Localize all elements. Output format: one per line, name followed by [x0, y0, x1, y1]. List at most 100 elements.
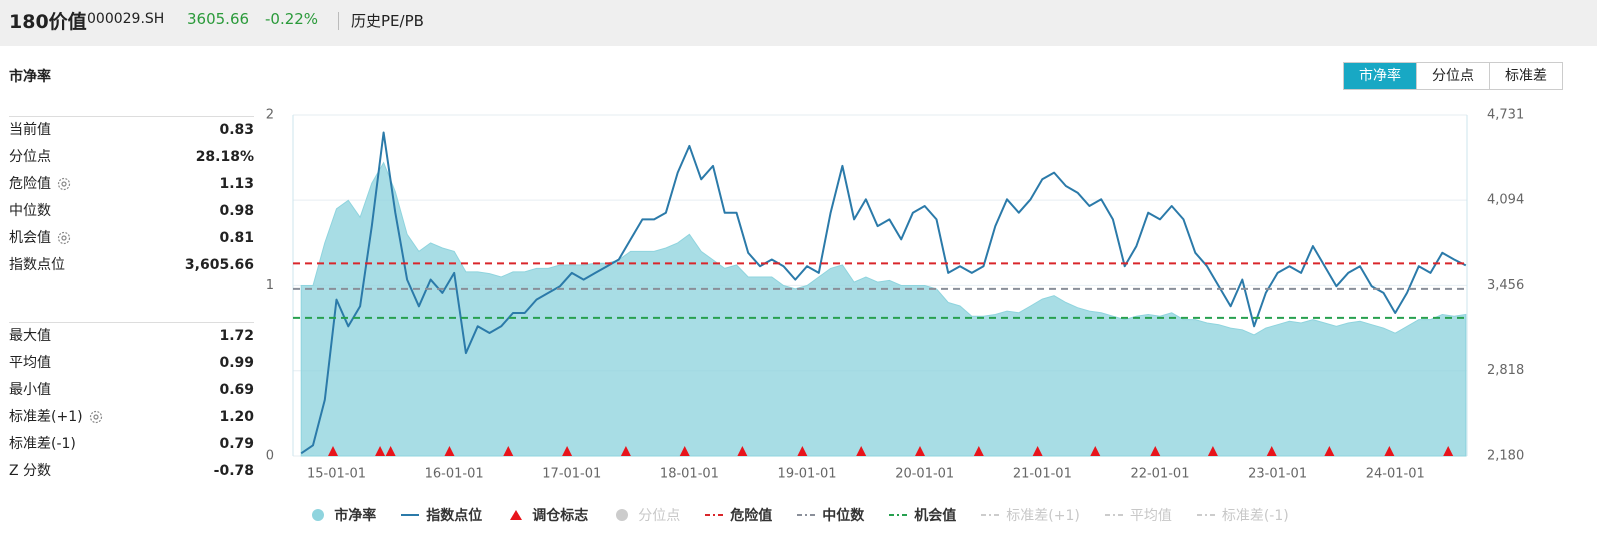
stat-value: 1.72: [219, 328, 254, 344]
legend-item[interactable]: 市净率: [308, 505, 376, 525]
legend-item[interactable]: 平均值: [1104, 505, 1172, 525]
x-tick-label: 22-01-01: [1130, 467, 1189, 482]
legend-item[interactable]: 标准差(+1): [980, 505, 1080, 525]
rebalance-marker: [1032, 446, 1043, 456]
stat-label: 平均值: [9, 355, 51, 371]
stat-value: 28.18%: [195, 149, 254, 165]
stat-label: 指数点位: [9, 257, 65, 273]
rebalance-marker: [385, 446, 396, 456]
x-tick-label: 15-01-01: [307, 467, 366, 482]
rebalance-marker: [973, 446, 984, 456]
legend-icon: [401, 514, 420, 516]
rebalance-marker: [327, 446, 338, 456]
pb-area: [300, 161, 1467, 457]
legend-label: 中位数: [822, 508, 865, 524]
legend-label: 平均值: [1129, 508, 1172, 524]
stat-row: 最小值 0.69: [9, 380, 254, 400]
y2-tick-label: 2,180: [1487, 449, 1524, 464]
x-tick-label: 19-01-01: [778, 467, 837, 482]
stat-value: 0.83: [219, 122, 254, 138]
legend-label: 机会值: [914, 508, 957, 524]
rebalance-marker: [914, 446, 925, 456]
stat-label: 中位数: [9, 203, 51, 219]
gear-icon[interactable]: [57, 231, 71, 245]
stat-row: 平均值 0.99: [9, 353, 254, 373]
rebalance-marker: [1090, 446, 1101, 456]
tab[interactable]: 标准差: [1489, 63, 1562, 89]
stat-label: 标准差(-1): [9, 436, 76, 452]
divider: [9, 116, 254, 117]
legend-dot: [616, 509, 629, 521]
x-tick-label: 16-01-01: [425, 467, 484, 482]
rebalance-marker: [856, 446, 867, 456]
gear-inner: [61, 181, 67, 187]
rebalance-marker: [737, 446, 748, 456]
stat-label: 分位点: [9, 149, 51, 165]
legend-label: 标准差(-1): [1221, 508, 1289, 524]
y2-tick-label: 4,731: [1487, 108, 1524, 123]
legend-item[interactable]: 中位数: [796, 505, 864, 525]
tab[interactable]: 分位点: [1416, 63, 1489, 89]
tab-group: 市净率 分位点 标准差: [1343, 62, 1563, 90]
y2-tick-label: 2,818: [1487, 363, 1524, 378]
legend-item[interactable]: 标准差(-1): [1196, 505, 1289, 525]
rebalance-marker: [1150, 446, 1161, 456]
legend-item[interactable]: 分位点: [612, 505, 680, 525]
legend-label: 市净率: [334, 508, 377, 524]
stat-value: 1.20: [219, 409, 254, 425]
stat-row: 最大值 1.72: [9, 326, 254, 346]
stat-label: 标准差(+1): [9, 409, 83, 425]
separator: [338, 12, 339, 30]
legend-item[interactable]: 危险值: [704, 505, 772, 525]
stat-row: 分位点 28.18%: [9, 147, 254, 167]
rebalance-marker: [1443, 446, 1454, 456]
rebalance-marker: [444, 446, 455, 456]
stat-value: 1.13: [219, 176, 254, 192]
gear-icon[interactable]: [89, 410, 103, 424]
stat-label: 危险值: [9, 176, 51, 192]
legend-label: 指数点位: [426, 508, 483, 524]
legend-icon: [1104, 514, 1123, 516]
stat-value: 0.99: [219, 355, 254, 371]
stat-row: Z 分数 -0.78: [9, 461, 254, 481]
stat-label: 最小值: [9, 382, 51, 398]
x-tick-label: 18-01-01: [660, 467, 719, 482]
legend-item[interactable]: 机会值: [888, 505, 956, 525]
rebalance-marker: [1384, 446, 1395, 456]
y2-tick-label: 3,456: [1487, 278, 1524, 293]
y-tick-label: 1: [266, 278, 274, 293]
header-bar: 180价值 000029.SH 3605.66 -0.22% 历史PE/PB: [0, 0, 1597, 46]
stat-label: Z 分数: [9, 463, 52, 479]
legend-item[interactable]: 指数点位: [400, 505, 482, 525]
legend-icon: [1196, 514, 1215, 516]
gear-icon[interactable]: [57, 177, 71, 191]
gear-inner: [92, 414, 99, 420]
stat-value: 0.69: [219, 382, 254, 398]
divider: [9, 322, 254, 323]
index-price: 3605.66: [187, 10, 250, 28]
gear-inner: [61, 235, 67, 241]
stat-value: 0.98: [219, 203, 254, 219]
legend-icon: [889, 514, 908, 516]
legend-item[interactable]: 调仓标志: [506, 505, 588, 525]
legend-icon: [797, 514, 816, 516]
rebalance-marker: [375, 446, 386, 456]
stat-label: 机会值: [9, 230, 51, 246]
legend-icon: [312, 509, 325, 521]
x-tick-label: 24-01-01: [1366, 467, 1425, 482]
stat-row: 危险值 1.13: [9, 174, 254, 194]
stat-value: -0.78: [213, 463, 254, 479]
history-link[interactable]: 历史PE/PB: [351, 12, 424, 30]
legend-label: 调仓标志: [532, 508, 589, 524]
gear-outer: [57, 231, 71, 245]
rebalance-marker: [620, 446, 631, 456]
legend-icon: [616, 509, 629, 521]
legend-icon: [705, 514, 724, 516]
tab[interactable]: 市净率: [1344, 63, 1416, 89]
legend-label: 分位点: [638, 508, 681, 524]
rebalance-marker: [679, 446, 690, 456]
stat-label: 最大值: [9, 328, 51, 344]
x-tick-label: 21-01-01: [1013, 467, 1072, 482]
